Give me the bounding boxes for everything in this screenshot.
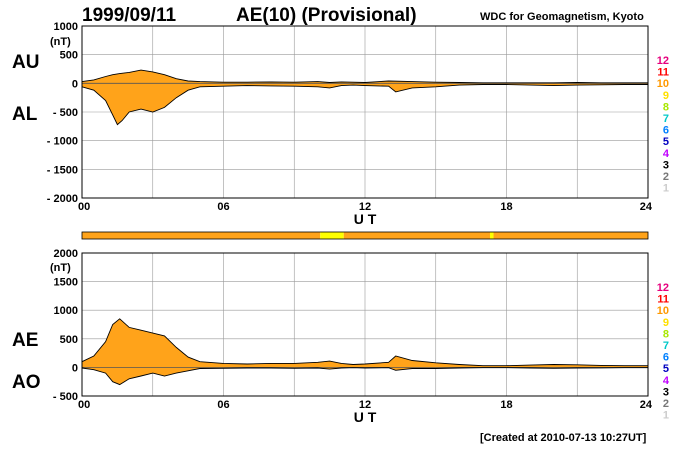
station-bar-segment: [82, 232, 321, 239]
legend-item-8: 8: [663, 101, 669, 113]
legend-item-9: 9: [663, 317, 669, 329]
legend-item-8: 8: [663, 328, 669, 340]
legend-item-3: 3: [663, 159, 669, 171]
station-bar-segment: [343, 232, 490, 239]
x-tick-label: 18: [500, 399, 512, 411]
ae-label: AE: [12, 330, 39, 351]
ao-label: AO: [12, 372, 41, 393]
legend-item-10: 10: [657, 78, 669, 90]
legend-item-11: 11: [657, 294, 669, 306]
legend-item-2: 2: [663, 398, 669, 410]
legend-item-6: 6: [663, 352, 669, 364]
series-line-ao: [81, 367, 648, 386]
legend-item-3: 3: [663, 386, 669, 398]
series-line-au: [81, 69, 648, 84]
plot-frame: [81, 25, 649, 199]
y-tick-label: 500: [60, 50, 78, 62]
legend-item-10: 10: [657, 305, 669, 317]
legend-item-2: 2: [663, 171, 669, 183]
y-tick-label: - 2000: [47, 193, 78, 205]
legend-item-1: 1: [663, 410, 669, 422]
x-tick-label: 18: [500, 201, 512, 213]
legend-item-4: 4: [663, 375, 670, 387]
x-tick-label: 24: [640, 201, 653, 213]
legend-item-6: 6: [663, 125, 669, 137]
station-bar-segment: [489, 232, 494, 239]
x-tick-label: 00: [78, 399, 90, 411]
series-line-ae: [81, 318, 648, 367]
y-tick-label: 1000: [54, 305, 78, 317]
au-label: AU: [12, 52, 40, 73]
legend-item-5: 5: [663, 136, 669, 148]
series-line-al: [81, 84, 648, 126]
y-tick-label: 1500: [54, 277, 78, 289]
al-label: AL: [12, 104, 38, 125]
legend-item-11: 11: [657, 67, 669, 79]
legend-item-4: 4: [663, 148, 670, 160]
x-tick-label: 06: [217, 399, 229, 411]
y-tick-label: 0: [72, 362, 78, 374]
station-bar-segment: [320, 232, 344, 239]
legend-item-12: 12: [657, 282, 669, 294]
panel1-unit: (nT): [50, 36, 71, 48]
legend-item-5: 5: [663, 363, 669, 375]
x-tick-label: 24: [640, 399, 653, 411]
y-tick-label: - 500: [53, 391, 78, 403]
station-bar-frame: [81, 231, 649, 240]
y-tick-label: - 500: [53, 107, 78, 119]
legend-item-9: 9: [663, 90, 669, 102]
legend-item-7: 7: [663, 113, 669, 125]
date-label: 1999/09/11: [82, 5, 177, 26]
legend-item-12: 12: [657, 55, 669, 67]
chart-title: AE(10) (Provisional): [236, 5, 417, 26]
x-axis-label: U T: [354, 211, 377, 227]
plot-frame: [81, 252, 649, 397]
y-tick-label: 2000: [54, 248, 78, 260]
y-tick-label: - 1500: [47, 164, 78, 176]
station-bar-segment: [493, 232, 648, 239]
y-tick-label: 1000: [54, 21, 78, 33]
y-tick-label: 0: [72, 78, 78, 90]
x-tick-label: 06: [217, 201, 229, 213]
x-tick-label: 12: [359, 201, 371, 213]
created-timestamp: [Created at 2010-07-13 10:27UT]: [480, 432, 647, 444]
panel2-unit: (nT): [50, 262, 71, 274]
x-tick-label: 12: [359, 399, 371, 411]
x-tick-label: 00: [78, 201, 90, 213]
y-tick-label: 500: [60, 334, 78, 346]
legend-item-1: 1: [663, 183, 669, 195]
legend-item-7: 7: [663, 340, 669, 352]
source-label: WDC for Geomagnetism, Kyoto: [480, 11, 644, 23]
y-tick-label: - 1000: [47, 136, 78, 148]
x-axis-label: U T: [354, 409, 377, 425]
